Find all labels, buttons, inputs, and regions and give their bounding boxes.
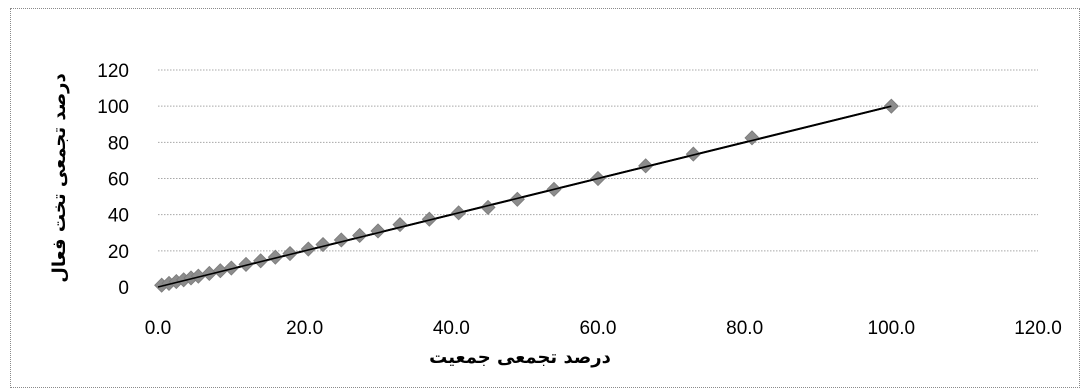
x-tick-label: 120.0	[1014, 318, 1062, 339]
y-tick-label: 60	[108, 170, 129, 191]
data-point	[267, 249, 283, 265]
data-point	[238, 256, 254, 272]
x-tick-label: 100.0	[868, 318, 916, 339]
x-axis-title: درصد تجمعی جمعیت	[429, 347, 611, 368]
data-points	[154, 98, 899, 293]
y-tick-label: 120	[97, 61, 129, 82]
data-point	[333, 232, 349, 248]
x-tick-labels: 0.0 20.0 40.0 60.0 80.0 100.0 120.0	[145, 318, 1062, 339]
data-point	[300, 241, 316, 257]
y-tick-label: 80	[108, 133, 129, 154]
y-tick-label: 0	[118, 278, 129, 299]
data-point	[638, 158, 654, 174]
y-tick-label: 100	[97, 97, 129, 118]
data-point	[685, 146, 701, 162]
data-point	[315, 236, 331, 253]
data-point	[370, 223, 386, 239]
x-tick-label: 20.0	[286, 318, 323, 339]
y-axis-title: درصد تجمعی تخت فعال	[49, 73, 70, 282]
scatter-chart: 0 20 40 60 80 100 120 0.0 20.0 40.0 60.0 80.0 100.0…	[49, 61, 1062, 368]
trendline-overlay	[157, 105, 892, 288]
data-point	[421, 211, 437, 227]
x-tick-label: 80.0	[726, 318, 763, 339]
data-point	[223, 260, 239, 276]
data-point	[282, 245, 298, 262]
y-tick-label: 20	[108, 242, 129, 263]
data-point	[253, 253, 269, 269]
x-tick-label: 40.0	[433, 318, 470, 339]
gridlines	[158, 69, 1038, 252]
x-tick-label: 60.0	[580, 318, 617, 339]
data-point	[352, 227, 368, 244]
x-tick-label: 0.0	[145, 318, 171, 339]
y-tick-labels: 0 20 40 60 80 100 120	[97, 61, 129, 299]
y-tick-label: 40	[108, 206, 129, 227]
